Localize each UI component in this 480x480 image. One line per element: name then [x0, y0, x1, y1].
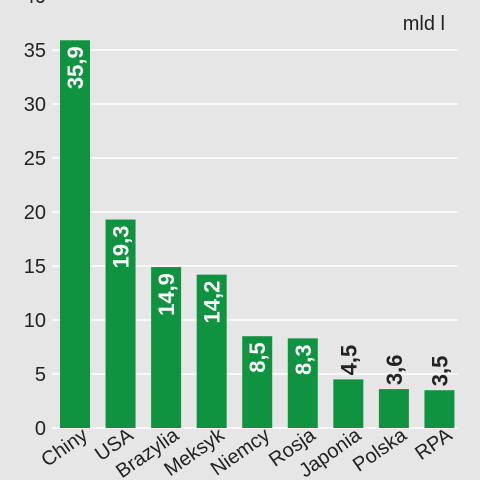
- value-label: 4,5: [336, 345, 361, 376]
- bar: [242, 336, 273, 428]
- x-tick-label: RPA: [411, 424, 457, 465]
- bar: [151, 267, 182, 428]
- bar: [333, 379, 364, 428]
- value-label: 14,2: [200, 281, 225, 324]
- bar: [60, 40, 90, 428]
- y-tick-label: 10: [24, 310, 46, 332]
- value-label: 8,5: [245, 342, 270, 373]
- y-tick-label: 30: [24, 94, 46, 116]
- y-tick-label: 40: [24, 0, 46, 8]
- value-label: 3,6: [382, 355, 407, 386]
- value-labels: 35,9 19,3 14,9 14,2 8,5 8,3 4,5 3,6 3,5: [63, 46, 452, 386]
- x-axis: Chiny USABrazyliaMeksykNiemcyRosjaJaponia…: [37, 424, 456, 480]
- y-tick-label: 5: [35, 364, 46, 386]
- y-axis: 0 5 10 15 20 25 30 35 40: [24, 0, 46, 440]
- bar: [196, 274, 227, 428]
- y-tick-label: 35: [24, 40, 46, 62]
- y-tick-label: 15: [24, 256, 46, 278]
- value-label: 19,3: [109, 226, 134, 269]
- bar: [287, 338, 318, 428]
- value-label: 14,9: [154, 273, 179, 316]
- bars: [60, 40, 455, 428]
- unit-label: mld l: [403, 13, 445, 35]
- bar: [424, 390, 455, 428]
- y-tick-label: 0: [35, 418, 46, 440]
- value-label: 3,5: [427, 356, 452, 387]
- x-tick-label: Polska: [349, 424, 412, 477]
- bar: [105, 219, 136, 428]
- y-tick-label: 25: [24, 148, 46, 170]
- bar: [378, 389, 409, 428]
- value-label: 35,9: [63, 46, 88, 89]
- value-label: 8,3: [291, 344, 316, 375]
- y-tick-label: 20: [24, 202, 46, 224]
